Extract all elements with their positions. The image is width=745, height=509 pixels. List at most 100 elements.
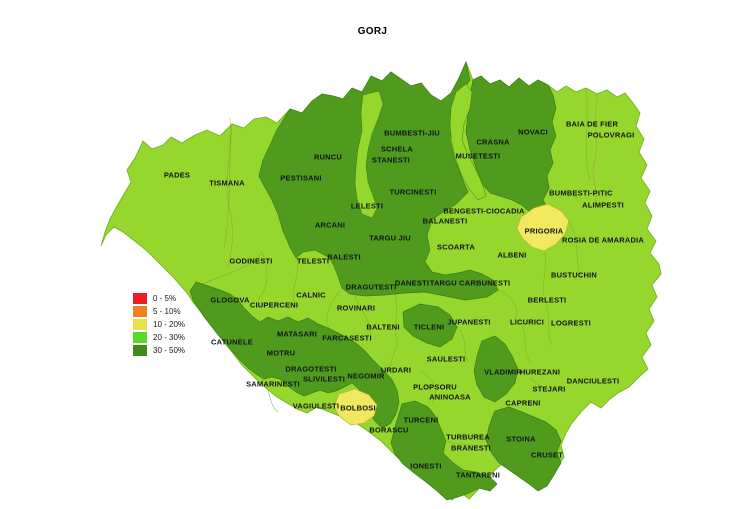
- map-label-bengesti-ciocadia: BENGESTI-CIOCADIA: [443, 207, 525, 216]
- map-label-motru: MOTRU: [267, 349, 296, 358]
- map-label-slivilesti: SLIVILESTI: [303, 375, 345, 384]
- map-label-alimpesti: ALIMPESTI: [582, 201, 624, 210]
- legend-label: 5 - 10%: [153, 307, 181, 316]
- map-label-ticleni: TICLENI: [414, 323, 445, 332]
- map-label-bumbesti-pitic: BUMBESTI-PITIC: [549, 189, 613, 198]
- map-label-stejari: STEJARI: [532, 385, 565, 394]
- map-label-farcasesti: FARCASESTI: [322, 334, 372, 343]
- region-motru-southwest: [189, 281, 400, 429]
- map-label-scoarta: SCOARTA: [437, 243, 475, 252]
- map-title: GORJ: [357, 26, 388, 37]
- map-label-musetesti: MUSETESTI: [456, 152, 501, 161]
- map-label-vagiulesti: VAGIULESTI: [293, 402, 339, 411]
- map-label-saulesti: SAULESTI: [427, 355, 466, 364]
- map-label-tismana: TISMANA: [209, 179, 245, 188]
- map-label-bumbesti-jiu: BUMBESTI-JIU: [384, 129, 440, 138]
- legend-label: 30 - 50%: [153, 346, 186, 355]
- region-musetesti-strip: [449, 83, 487, 201]
- map-label-godinesti: GODINESTI: [229, 257, 272, 266]
- map-label-turcinesti: TURCINESTI: [390, 188, 437, 197]
- map-label-branesti: BRANESTI: [451, 444, 491, 453]
- map-label-logresti: LOGRESTI: [551, 319, 591, 328]
- map-label-dragotesti: DRAGOTESTI: [285, 365, 336, 374]
- map-label-rovinari: ROVINARI: [337, 304, 375, 313]
- legend-row-3: 20 - 30%: [133, 331, 185, 344]
- map-label-balteni: BALTENI: [366, 323, 399, 332]
- legend-swatch: [133, 345, 147, 356]
- map-label-lelesti: LELESTI: [351, 202, 383, 211]
- map-label-schela: SCHELA: [381, 145, 413, 154]
- map-label-borascu: BORASCU: [369, 426, 408, 435]
- map-label-dragutesti: DRAGUTESTI: [346, 283, 397, 292]
- region-ticleni: [402, 303, 458, 348]
- map-label-targu-jiu: TARGU JIU: [369, 234, 411, 243]
- map-label-licurici: LICURICI: [510, 318, 544, 327]
- legend-swatch: [133, 293, 147, 304]
- map-label-rosia-de-amaradia: ROSIA DE AMARADIA: [562, 236, 644, 245]
- map-label-danciulesti: DANCIULESTI: [567, 377, 620, 386]
- map-label-aninoasa: ANINOASA: [429, 393, 471, 402]
- map-label-novaci: NOVACI: [518, 128, 548, 137]
- map-label-catunele: CATUNELE: [211, 338, 253, 347]
- legend-swatch: [133, 319, 147, 330]
- commune-borders: [189, 87, 591, 449]
- map-label-urdari: URDARI: [381, 366, 411, 375]
- legend-row-2: 10 - 20%: [133, 318, 185, 331]
- region-central-dark-mass: [258, 60, 499, 301]
- region-vladimir: [473, 335, 519, 403]
- map-label-jupanesti: JUPANESTI: [447, 318, 490, 327]
- region-bolbosi: [333, 388, 378, 426]
- road-lines: [226, 91, 599, 269]
- map-label-albeni: ALBENI: [497, 251, 526, 260]
- map-label-crasna: CRASNA: [476, 138, 510, 147]
- map-label-baia-de-fier: BAIA DE FIER: [566, 120, 619, 129]
- commune-labels: PADES TISMANA PESTISANI RUNCU BUMBESTI-JIU SC…: [164, 120, 644, 480]
- map-label-bustuchin: BUSTUCHIN: [551, 271, 597, 280]
- map-label-turceni: TURCENI: [404, 416, 439, 425]
- map-label-capreni: CAPRENI: [505, 399, 540, 408]
- legend-row-1: 5 - 10%: [133, 305, 185, 318]
- legend-row-0: 0 - 5%: [133, 292, 185, 305]
- map-label-stanesti: STANESTI: [372, 156, 410, 165]
- map-label-ionesti: IONESTI: [410, 462, 441, 471]
- map-label-tantareni: TANTARENI: [456, 471, 500, 480]
- legend-swatch: [133, 306, 147, 317]
- map-label-targu-carbunesti: TARGU CARBUNESTI: [430, 279, 511, 288]
- legend-swatch: [133, 332, 147, 343]
- map-label-prigoria: PRIGORIA: [525, 227, 564, 236]
- map-label-turburea: TURBUREA: [446, 433, 490, 442]
- map-label-hurezani: HUREZANI: [520, 368, 560, 377]
- region-prigoria: [516, 203, 570, 252]
- map-label-bolbosi: BOLBOSI: [340, 404, 376, 413]
- map-label-berlesti: BERLESTI: [528, 296, 567, 305]
- region-stanesti-strip: [354, 90, 384, 219]
- map-label-matasari: MATASARI: [277, 330, 317, 339]
- map-label-runcu: RUNCU: [314, 153, 342, 162]
- legend-label: 10 - 20%: [153, 320, 186, 329]
- map-label-vladimir: VLADIMIR: [484, 368, 522, 377]
- region-turceni-ionesti-tantareni: [390, 400, 498, 501]
- map-label-polovragi: POLOVRAGI: [588, 131, 635, 140]
- map-label-cruset: CRUSET: [531, 451, 563, 460]
- map-legend: 0 - 5% 5 - 10% 10 - 20% 20 - 30% 30 - 50%: [133, 292, 185, 357]
- map-label-arcani: ARCANI: [315, 221, 345, 230]
- map-label-telesti: TELESTI: [297, 257, 329, 266]
- region-novaci-crasna: [465, 75, 557, 223]
- legend-label: 0 - 5%: [153, 294, 177, 303]
- map-label-negomir: NEGOMIR: [347, 372, 385, 381]
- map-label-balesti: BALESTI: [327, 253, 360, 262]
- map-label-plopsoru: PLOPSORU: [413, 383, 457, 392]
- map-label-pestisani: PESTISANI: [280, 174, 321, 183]
- map-label-balanesti: BALANESTI: [423, 217, 468, 226]
- map-label-danesti: DANESTI: [395, 279, 429, 288]
- map-label-glogova: GLOGOVA: [210, 296, 250, 305]
- map-label-ciuperceni: CIUPERCENI: [250, 301, 298, 310]
- legend-row-4: 30 - 50%: [133, 344, 185, 357]
- map-label-pades: PADES: [164, 171, 190, 180]
- legend-label: 20 - 30%: [153, 333, 186, 342]
- map-label-calnic: CALNIC: [296, 291, 326, 300]
- region-stoina-cruset: [485, 406, 562, 492]
- map-label-samarinesti: SAMARINESTI: [246, 380, 300, 389]
